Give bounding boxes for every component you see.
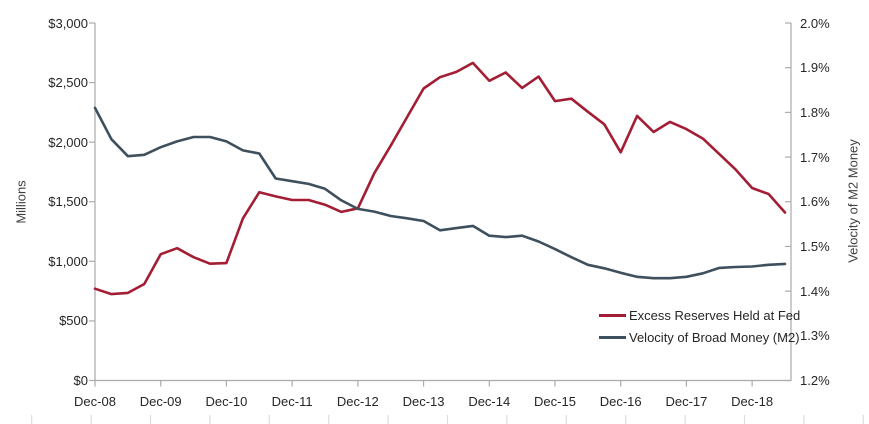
right-axis-tick-label: 1.7% [800,149,830,165]
right-axis-tick-label: 1.4% [800,283,830,299]
right-axis-tick-label: 1.9% [800,60,830,76]
left-axis-title: Millions [13,180,29,224]
x-axis-tick-label: Dec-13 [402,394,445,409]
legend-item-velocity: Velocity of Broad Money (M2) [599,330,800,345]
left-axis-tick-label: $500 [59,313,88,329]
right-axis-tick-label: 1.6% [800,194,830,210]
right-axis-tick-label: 1.2% [800,373,830,388]
x-axis-tick-label: Dec-10 [205,394,248,409]
legend: Excess Reserves Held at Fed Velocity of … [599,308,800,345]
x-axis-tick-label: Dec-09 [139,394,182,409]
left-axis-tick-label: $2,000 [48,134,88,150]
x-axis-tick-label: Dec-12 [336,394,379,409]
right-axis-tick-label: 2.0% [800,15,830,31]
legend-line-sample-red [599,314,626,317]
x-axis-tick-label: Dec-15 [534,394,576,409]
legend-label-excess-reserves: Excess Reserves Held at Fed [629,308,801,323]
x-axis-tick-label: Dec-18 [731,394,774,409]
x-axis-tick-label: Dec-08 [74,394,116,409]
x-axis-tick-label: Dec-11 [271,394,313,409]
right-axis-tick-label: 1.3% [800,328,830,344]
series-line-excess-reserves [93,61,787,296]
right-axis-tick-label: 1.5% [800,238,830,254]
legend-label-velocity: Velocity of Broad Money (M2) [629,330,800,345]
right-axis-title: Velocity of M2 Money [845,139,861,263]
legend-item-excess-reserves: Excess Reserves Held at Fed [599,308,800,323]
left-axis-tick-label: $3,000 [48,15,88,31]
legend-line-sample-slate [599,336,626,339]
left-axis-tick-label: $0 [73,373,88,388]
x-axis-tick-label: Dec-16 [599,394,642,409]
left-axis-tick-label: $1,500 [48,194,88,210]
x-axis-tick-label: Dec-14 [468,394,511,409]
left-axis-tick-label: $2,500 [48,75,88,91]
x-axis-tick-label: Dec-17 [665,394,708,409]
left-axis-tick-label: $1,000 [48,253,88,269]
right-axis-tick-label: 1.8% [800,104,830,120]
series-line-velocity [93,106,787,280]
